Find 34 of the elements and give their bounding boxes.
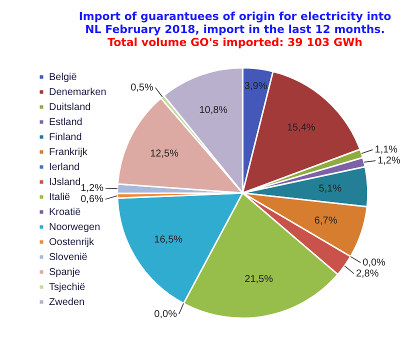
data-label: 1,2% xyxy=(378,155,400,166)
legend-label: Denemarken xyxy=(49,86,106,98)
text: 0,0% xyxy=(154,308,177,320)
text: 0,0% xyxy=(362,257,386,268)
legend-label: Tsjechië xyxy=(49,282,86,293)
legend-label: Zweden xyxy=(49,296,85,308)
legend-label: Estland xyxy=(49,116,82,128)
chart-title: Import of guarantuees of origin for electricity into NL February 2018, import in the last 12 months. xyxy=(78,10,392,36)
legend-label: Frankrijk xyxy=(49,146,88,158)
data-label: 21,5% xyxy=(244,274,274,285)
legend-label: Finland xyxy=(49,132,82,143)
data-label: 0,5% xyxy=(130,82,154,94)
data-label: 3,9% xyxy=(244,80,268,92)
legend-label: Noorwegen xyxy=(49,222,100,233)
data-label: 16,5% xyxy=(154,234,183,246)
legend-label: IJsland xyxy=(49,176,81,188)
chart-subtitle: Total volume GO's imported: 39 103 GWh xyxy=(106,36,364,49)
data-label: 1,2% xyxy=(80,183,104,194)
legend-label: Italië xyxy=(49,192,71,203)
legend-label: Spanje xyxy=(49,266,81,278)
data-label: 12,5% xyxy=(150,148,179,160)
data-label: 10,8% xyxy=(199,105,228,116)
data-label: 5,1% xyxy=(318,183,342,194)
legend-label: België xyxy=(49,72,78,83)
legend-label: Oostenrijk xyxy=(49,236,96,248)
legend-label: Kroatië xyxy=(49,206,82,218)
legend-label: Slovenië xyxy=(49,252,88,263)
data-label: 6,7% xyxy=(314,215,338,226)
data-label: 1,1% xyxy=(374,144,398,156)
legend-label: Ierland xyxy=(49,162,80,173)
data-label: 2,8% xyxy=(356,268,379,280)
data-label: 0,6% xyxy=(80,194,104,205)
data-label: 15,4% xyxy=(286,122,316,134)
legend-label: Duitsland xyxy=(49,102,91,113)
